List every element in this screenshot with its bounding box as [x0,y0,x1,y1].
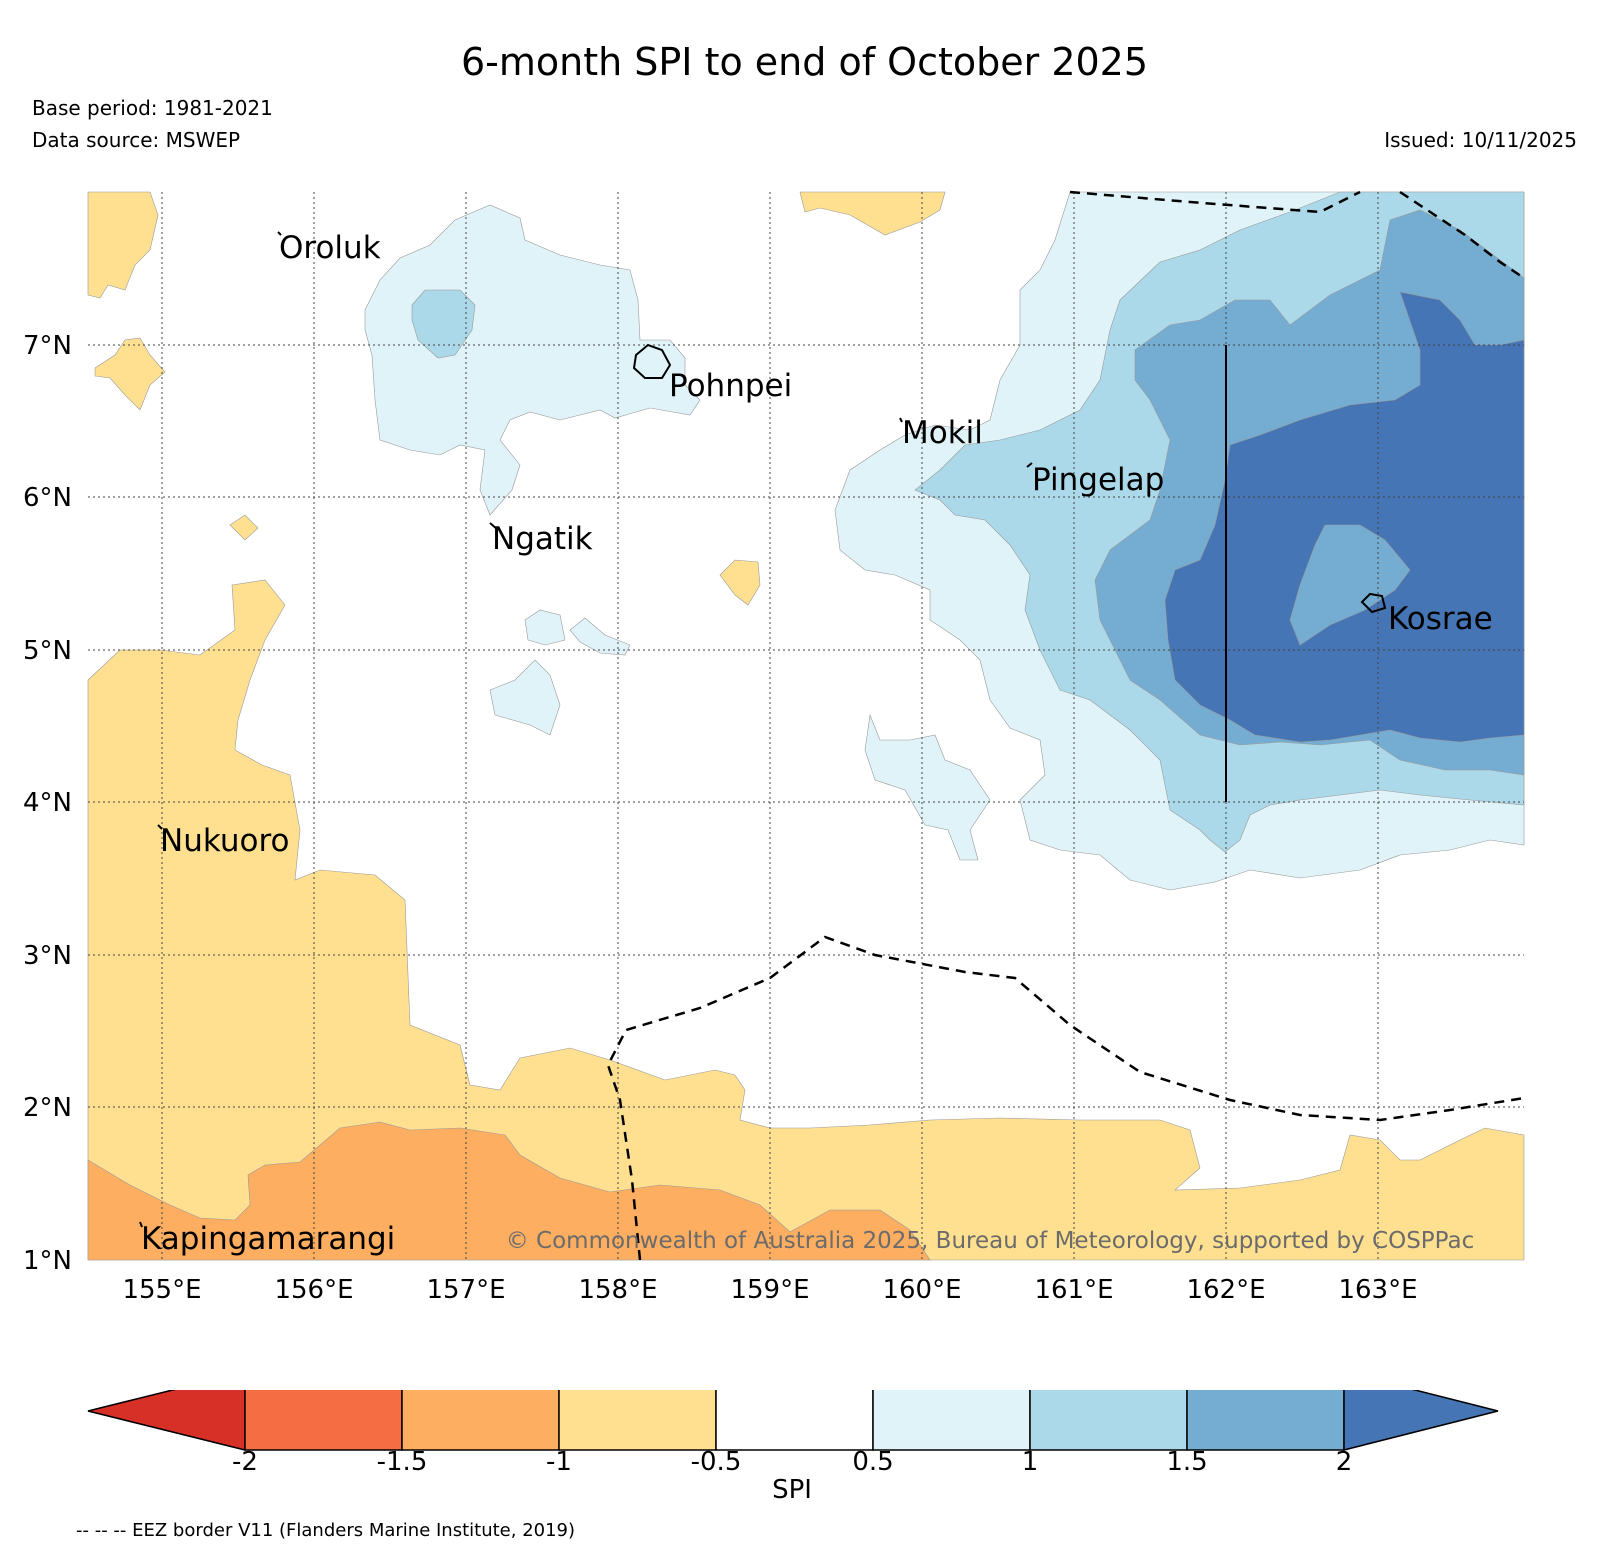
colorbar-label: SPI [772,1475,812,1505]
lat-tick-label: 5°N [23,636,72,666]
place-label-mokil: Mokil [902,415,983,451]
colorbar-segment [1029,1390,1188,1451]
colorbar-tick-label: 0.5 [852,1447,893,1477]
ngatik-atoll-mark [489,522,499,531]
colorbar-extend-low [87,1390,246,1451]
base-period-text: Base period: 1981-2021 [32,96,273,120]
gridlines [88,192,1524,1260]
lat-tick-label: 2°N [23,1093,72,1123]
lon-tick-label: 159°E [730,1275,809,1305]
eez-border-south [606,935,1525,1261]
place-label-pingelap: Pingelap [1032,462,1164,498]
spi-region-dry-small-1 [94,337,166,411]
place-label-kosrae: Kosrae [1388,601,1493,637]
spi-region-drier-south [87,1121,931,1261]
spi-region-dry-southwest [87,579,1525,1261]
copyright-text: © Commonwealth of Australia 2025, Bureau… [506,1228,1475,1254]
colorbar-extend-high [1343,1390,1499,1451]
place-label-nukuoro: Nukuoro [160,823,289,859]
lon-tick-labels: 155°E 156°E 157°E 158°E 159°E 160°E 161°… [122,1275,1417,1305]
lat-tick-label: 3°N [23,941,72,971]
spi-map: Oroluk Pohnpei Mokil Pingelap Ngatik Kos… [23,190,1525,1305]
eez-borders [606,190,1525,1261]
kapingamarangi-atoll-mark [139,1221,143,1228]
colorbar-tick-label: 1.5 [1166,1447,1207,1477]
colorbar-tick-labels: -2 -1.5 -1 -0.5 0.5 1 1.5 2 [232,1447,1352,1477]
pohnpei-island-outline [632,343,672,379]
lon-tick-label: 160°E [882,1275,961,1305]
spi-region-wet-pohnpei [364,204,701,516]
lon-tick-label: 163°E [1338,1275,1417,1305]
spi-region-wet-south-3 [489,659,561,736]
colorbar-segment [1186,1390,1345,1451]
spi-region-dry-north [799,191,946,236]
colorbar-tick-label: -1 [546,1447,572,1477]
issued-date-text: Issued: 10/11/2025 [1384,128,1577,152]
chart-title: 6-month SPI to end of October 2025 [460,40,1149,84]
place-label-kapingamarangi: Kapingamarangi [141,1221,395,1257]
spi-colorbar: -2 -1.5 -1 -0.5 0.5 1 1.5 2 SPI [87,1390,1499,1505]
spi-region-extremely-wet-east [1164,291,1525,743]
lat-tick-label: 6°N [23,483,72,513]
colorbar-segment [872,1390,1031,1451]
pingelap-atoll-mark [1026,462,1033,468]
colorbar-tick-label: 1 [1022,1447,1039,1477]
lon-tick-label: 157°E [426,1275,505,1305]
colorbar-tick-label: -0.5 [691,1447,742,1477]
spi-region-dry-small-3 [719,559,761,606]
colorbar-tick-label: -2 [232,1447,258,1477]
spi-region-dry-small-2 [229,514,259,541]
spi-region-very-wet-kosrae-core [1289,524,1411,646]
lat-tick-label: 4°N [23,788,72,818]
eez-border-north [1069,190,1361,214]
lon-tick-label: 158°E [578,1275,657,1305]
spi-region-dry-northwest [87,191,159,299]
lat-tick-labels: 7°N 6°N 5°N 4°N 3°N 2°N 1°N [23,331,72,1276]
spi-shading [87,191,1525,1261]
colorbar-segment [715,1390,874,1451]
nukuoro-atoll-mark [157,824,163,830]
spi-region-wet-south-2 [569,617,631,656]
lat-tick-label: 1°N [23,1246,72,1276]
place-label-pohnpei: Pohnpei [669,368,792,404]
lon-tick-label: 156°E [274,1275,353,1305]
lon-tick-label: 162°E [1186,1275,1265,1305]
colorbar-segment [401,1390,560,1451]
eez-border-legend-text: -- -- -- EEZ border V11 (Flanders Marine… [76,1520,576,1541]
colorbar-segment [558,1390,717,1451]
lon-tick-label: 161°E [1034,1275,1113,1305]
spi-region-wet-south-1 [524,609,566,646]
colorbar-tick-label: 2 [1336,1447,1353,1477]
colorbar-segments [87,1390,1499,1451]
colorbar-segment [244,1390,403,1451]
colorbar-tick-label: -1.5 [377,1447,428,1477]
place-label-ngatik: Ngatik [492,521,593,557]
place-label-oroluk: Oroluk [279,230,381,266]
oroluk-atoll-mark [277,231,282,236]
data-source-text: Data source: MSWEP [32,128,241,152]
mokil-atoll-mark [899,417,903,423]
lat-tick-label: 7°N [23,331,72,361]
spi-region-wet-pohnpei-core [411,289,476,359]
kosrae-island-outline [1360,592,1387,614]
place-labels: Oroluk Pohnpei Mokil Pingelap Ngatik Kos… [141,230,1493,1257]
eez-border-northeast [1399,190,1525,280]
lon-tick-label: 155°E [122,1275,201,1305]
